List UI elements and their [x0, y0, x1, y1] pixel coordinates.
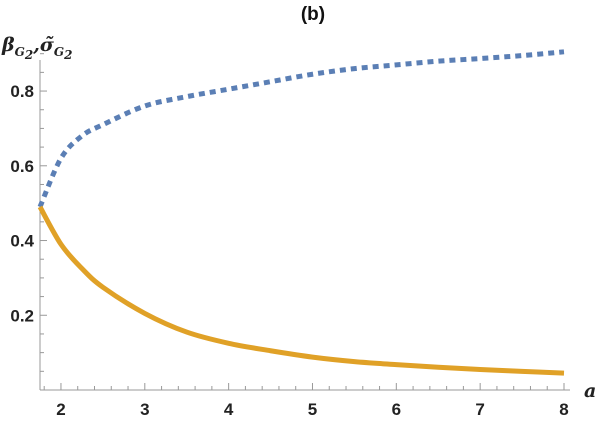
series-line-solid: [37, 205, 565, 376]
x-tick-label: 2: [56, 400, 65, 419]
y-label-beta-subsub: 2: [24, 48, 33, 62]
x-axis-label: a: [584, 380, 596, 402]
x-tick-label: 7: [475, 400, 484, 419]
x-tick-label: 3: [140, 400, 149, 419]
y-label-sigma-subsub: 2: [63, 48, 72, 62]
y-label-sep: ,: [32, 34, 40, 56]
y-label-sigma: σ̃: [40, 34, 55, 56]
series-line-dotted: [37, 49, 565, 208]
y-label-beta-sub: G: [15, 45, 25, 59]
y-tick-label: 0.8: [10, 82, 34, 101]
y-tick-label: 0.4: [10, 232, 34, 251]
x-tick-label: 8: [559, 400, 568, 419]
x-tick-label: 4: [224, 400, 234, 419]
series-group: [37, 49, 565, 376]
y-tick-label: 0.6: [10, 157, 34, 176]
x-tick-label: 5: [308, 400, 317, 419]
chart-title: (b): [301, 4, 325, 25]
y-label-sigma-sub: G: [54, 45, 64, 59]
x-tick-label: 6: [392, 400, 401, 419]
x-ticks: 2 3 4 5 6 7 8: [43, 383, 569, 419]
y-ticks: 0.2 0.4 0.6 0.8: [10, 53, 47, 372]
y-tick-label: 0.2: [10, 306, 34, 325]
y-label-beta: β: [1, 34, 15, 56]
y-axis-label: βG2,σ̃G2: [1, 34, 72, 62]
